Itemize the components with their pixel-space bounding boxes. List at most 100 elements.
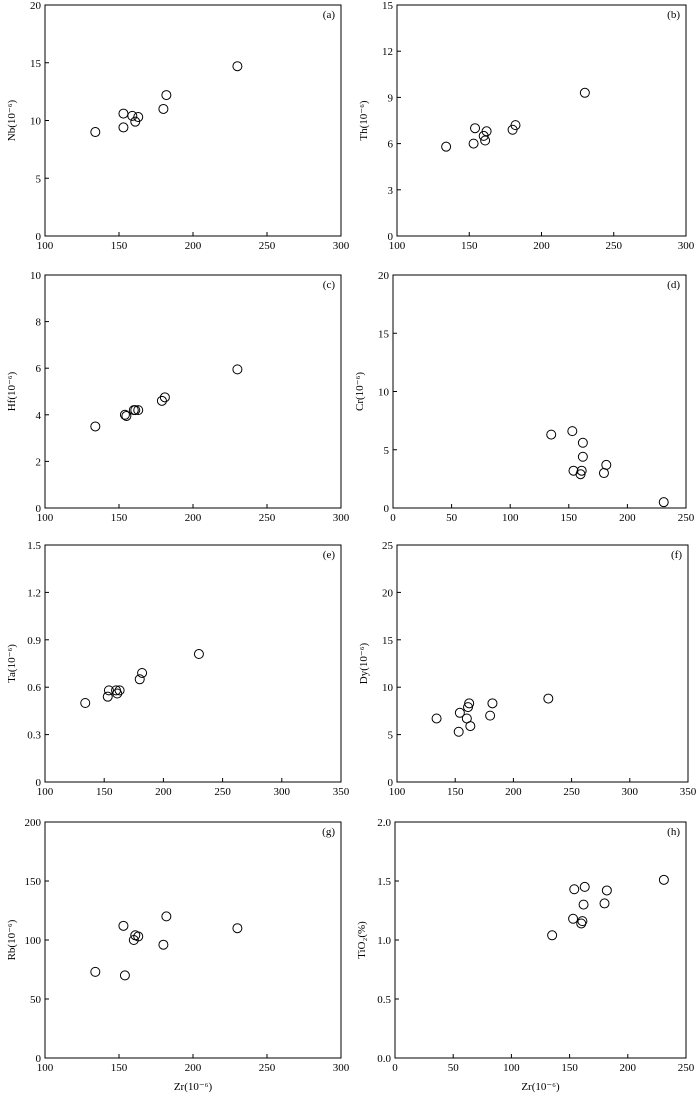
x-tick-label: 150 — [561, 1062, 578, 1074]
y-tick-label: 15 — [378, 328, 390, 340]
x-tick-label: 200 — [185, 1062, 202, 1074]
data-point — [90, 966, 101, 977]
y-axis-label: Cr(10⁻⁶) — [354, 372, 366, 411]
data-point — [137, 667, 148, 678]
y-tick-label: 20 — [382, 587, 394, 599]
data-point — [80, 698, 91, 708]
y-tick-label: 15 — [382, 635, 394, 647]
data-point — [485, 710, 496, 721]
data-point — [577, 437, 588, 448]
data-point — [114, 685, 125, 696]
y-tick-label: 1.0 — [377, 935, 391, 947]
x-tick-label: 150 — [447, 786, 464, 798]
panel-tag: (h) — [667, 826, 680, 838]
plot-frame — [396, 544, 689, 783]
data-point — [568, 465, 579, 476]
y-tick-label: 25 — [382, 540, 394, 552]
x-tick-label: 200 — [185, 512, 202, 524]
y-tick-label: 0 — [36, 503, 42, 515]
x-tick-label: 200 — [620, 1062, 637, 1074]
y-tick-label: 0 — [36, 1053, 42, 1065]
data-point — [599, 898, 610, 909]
y-tick-label: 1.5 — [27, 540, 41, 552]
data-point — [90, 127, 101, 138]
data-point — [127, 110, 138, 121]
x-tick-label: 350 — [680, 786, 697, 798]
data-point — [118, 108, 129, 119]
plot-frame — [44, 544, 342, 783]
panel-f: 100 150 200 250 300 350 0 5 10 15 20 25 (f) Dy(10⁻⁶) — [358, 540, 697, 798]
data-point — [431, 713, 442, 724]
x-tick-label: 0 — [390, 512, 396, 524]
data-point — [453, 726, 464, 737]
x-tick-label: 50 — [446, 512, 458, 524]
x-tick-label: 150 — [111, 240, 128, 252]
plot-frame — [394, 821, 687, 1059]
x-tick-label: 300 — [622, 786, 639, 798]
y-tick-label: 4 — [36, 410, 42, 422]
y-tick-label: 0.3 — [27, 730, 41, 742]
data-point — [577, 916, 588, 927]
data-point — [465, 721, 476, 732]
data-point — [118, 122, 129, 133]
y-tick-label: 0.6 — [27, 682, 41, 694]
y-tick-label: 0 — [36, 777, 42, 789]
data-point — [102, 691, 113, 702]
data-point — [103, 685, 114, 696]
panel-tag: (d) — [667, 279, 680, 291]
plot-frame — [392, 274, 687, 509]
y-tick-label: 9 — [388, 92, 394, 104]
panel-tag: (c) — [323, 279, 336, 291]
y-tick-label: 8 — [36, 317, 42, 329]
data-point — [579, 881, 590, 892]
data-point — [567, 426, 578, 437]
x-tick-label: 250 — [259, 1062, 276, 1074]
y-tick-label: 0.0 — [377, 1053, 391, 1065]
y-tick-label: 20 — [30, 0, 42, 12]
panel-tag: (e) — [323, 549, 336, 561]
y-tick-label: 5 — [384, 445, 390, 457]
y-tick-label: 3 — [388, 185, 394, 197]
y-tick-label: 10 — [378, 387, 390, 399]
data-point — [119, 970, 130, 981]
data-point — [481, 126, 492, 137]
plot-frame — [44, 821, 342, 1059]
plot-frame — [396, 4, 687, 237]
data-point — [158, 939, 169, 950]
x-tick-label: 100 — [37, 1062, 54, 1074]
x-tick-label: 250 — [678, 512, 695, 524]
data-point — [578, 899, 589, 910]
data-point — [464, 698, 475, 709]
x-tick-label: 300 — [274, 786, 291, 798]
data-point — [454, 707, 465, 718]
x-tick-label: 150 — [561, 512, 578, 524]
data-point — [232, 364, 243, 375]
y-tick-label: 6 — [36, 363, 42, 375]
x-tick-label: 100 — [37, 786, 54, 798]
x-tick-label: 300 — [678, 240, 695, 252]
panel-g: 100 150 200 250 300 0 50 100 150 200 (g) Rb(10⁻⁶) Zr… — [6, 817, 350, 1093]
panel-a: 100 150 200 250 300 0 5 10 15 20 (a) Nb(10⁻⁶) — [6, 0, 350, 252]
panel-d: 0 50 100 150 200 250 0 5 10 15 20 (d) Cr(10⁻⁶) — [354, 270, 695, 524]
x-tick-label: 300 — [333, 512, 350, 524]
y-tick-label: 150 — [25, 876, 42, 888]
data-point — [487, 698, 498, 709]
y-tick-label: 5 — [36, 173, 42, 185]
x-tick-label: 100 — [389, 786, 406, 798]
data-point — [547, 930, 558, 941]
plot-frame — [44, 4, 342, 237]
panel-tag: (g) — [322, 826, 335, 838]
data-point — [576, 465, 587, 476]
y-tick-label: 0 — [36, 231, 42, 243]
data-point — [112, 688, 123, 699]
data-point — [158, 103, 169, 114]
data-point — [161, 911, 172, 922]
panel-b: 100 150 200 250 300 0 3 6 9 12 15 (b) Th(10⁻⁶) — [358, 0, 695, 252]
x-tick-label: 200 — [155, 786, 172, 798]
y-tick-label: 2 — [36, 456, 42, 468]
data-point — [133, 112, 144, 123]
x-tick-label: 150 — [111, 1062, 128, 1074]
x-tick-label: 250 — [259, 512, 276, 524]
data-point — [468, 138, 479, 149]
